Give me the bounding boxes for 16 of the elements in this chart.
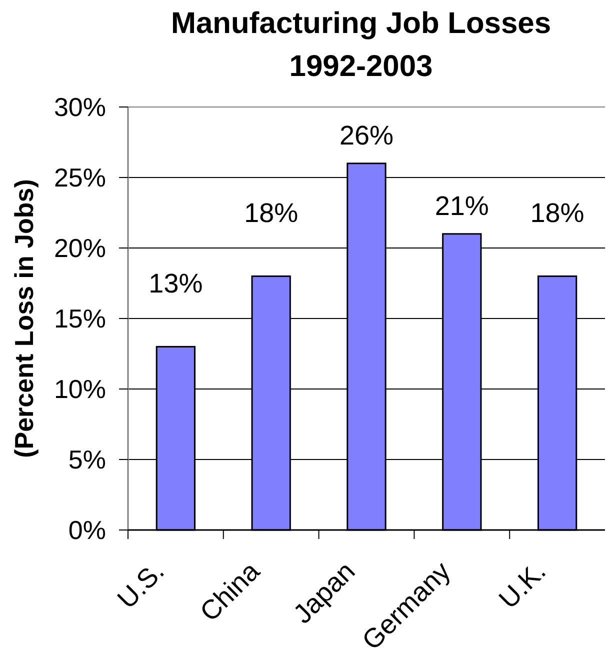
y-tick-label: 0% — [68, 515, 106, 546]
y-axis-title: (Percent Loss in Jobs) — [9, 179, 40, 458]
y-tick-label: 5% — [68, 444, 106, 475]
data-label: 26% — [339, 120, 394, 151]
data-label: 18% — [530, 198, 584, 228]
data-label: 13% — [148, 268, 203, 299]
x-tick-label: U.K. — [493, 556, 552, 614]
x-tick-label: U.S. — [112, 556, 170, 614]
y-tick-label: 15% — [54, 304, 106, 334]
y-tick-label: 25% — [54, 162, 106, 193]
y-tick-label: 10% — [54, 374, 106, 404]
y-tick-label: 20% — [54, 233, 106, 264]
data-label: 21% — [434, 191, 489, 222]
chart-title: Manufacturing Job Losses 1992-2003 — [170, 7, 552, 83]
data-label: 18% — [244, 198, 298, 228]
y-tick-label: 30% — [54, 92, 106, 122]
